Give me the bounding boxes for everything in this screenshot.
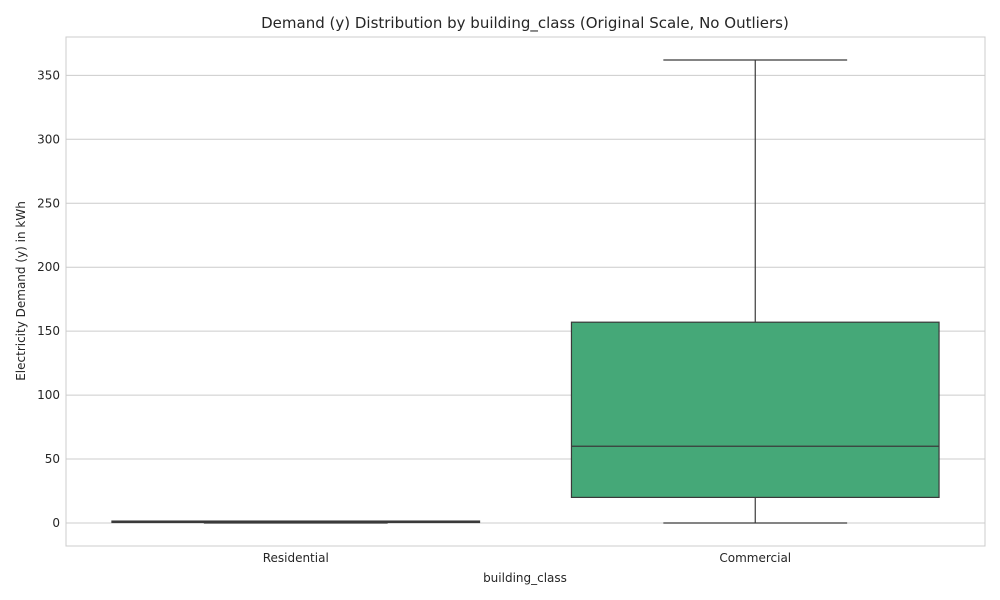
y-tick-labels: 0 50 100 150 200 250 300 350 xyxy=(37,68,60,530)
y-tick-label: 200 xyxy=(37,260,60,274)
x-tick-label: Residential xyxy=(263,551,329,565)
boxes xyxy=(111,59,940,524)
x-axis-label: building_class xyxy=(483,571,567,585)
y-tick-label: 50 xyxy=(45,452,60,466)
x-tick-label: Commercial xyxy=(719,551,791,565)
y-gridlines xyxy=(66,74,985,524)
y-tick-label: 150 xyxy=(37,324,60,338)
y-tick-label: 250 xyxy=(37,196,60,210)
y-tick-label: 100 xyxy=(37,388,60,402)
plot-frame xyxy=(65,36,986,547)
y-tick-label: 300 xyxy=(37,132,60,146)
y-tick-label: 350 xyxy=(37,68,60,82)
y-tick-label: 0 xyxy=(52,516,60,530)
box-iqr xyxy=(570,321,940,499)
y-axis-label: Electricity Demand (y) in kWh xyxy=(14,201,28,381)
x-tick-labels: Residential Commercial xyxy=(263,551,791,565)
chart-title: Demand (y) Distribution by building_clas… xyxy=(261,14,789,33)
